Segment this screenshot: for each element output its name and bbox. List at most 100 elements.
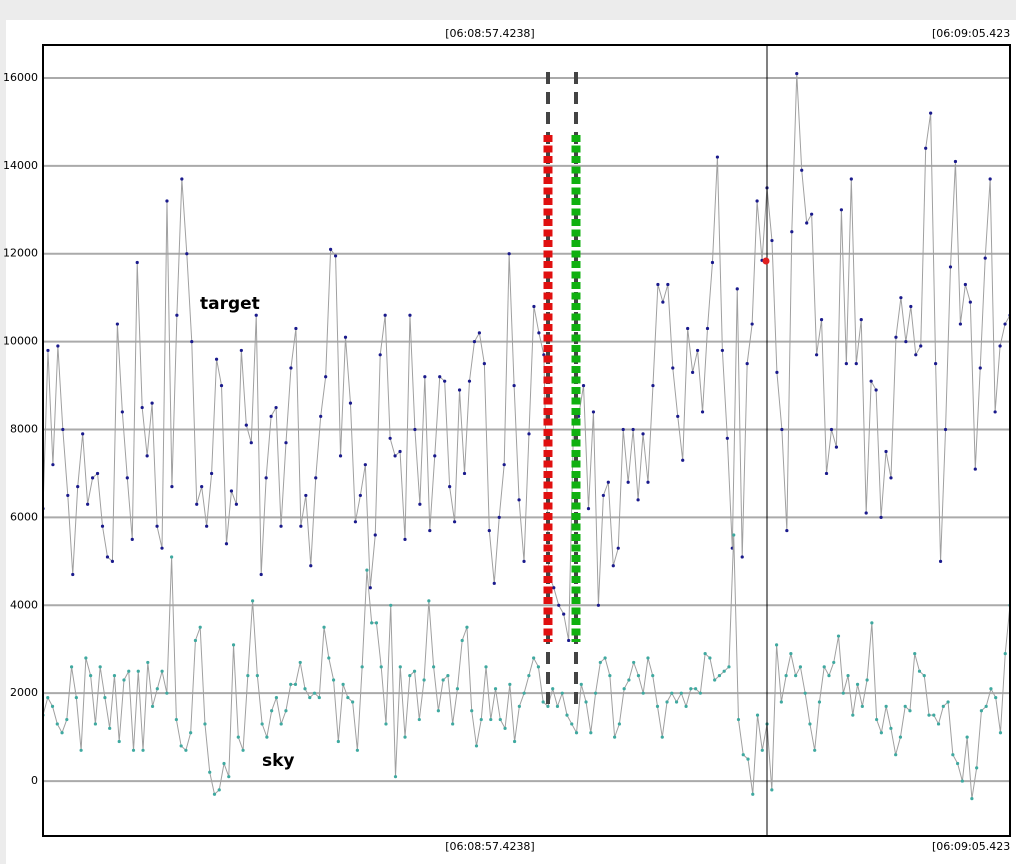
data-point (384, 722, 388, 726)
cursor-point (762, 257, 770, 265)
data-point (60, 731, 64, 735)
data-point (968, 300, 972, 304)
data-point (903, 704, 907, 708)
data-point (879, 731, 883, 735)
data-point (189, 731, 193, 735)
series-line (43, 534, 1010, 799)
data-point (770, 788, 774, 792)
data-point (517, 704, 521, 708)
data-point (432, 665, 436, 669)
data-point (596, 603, 601, 607)
data-point (998, 344, 1002, 348)
data-point (889, 476, 893, 480)
data-point (651, 674, 655, 678)
data-point (1003, 652, 1007, 656)
data-point (965, 735, 969, 739)
data-point (695, 348, 700, 353)
data-point (936, 722, 941, 726)
data-point (477, 331, 481, 335)
data-point (819, 318, 824, 322)
data-point (56, 344, 60, 348)
data-point (51, 463, 55, 467)
data-point (274, 405, 278, 410)
plot-frame (42, 44, 1011, 837)
data-point (100, 524, 105, 528)
data-point (960, 779, 964, 783)
data-point (502, 463, 506, 467)
data-point (789, 652, 793, 656)
data-point (849, 177, 853, 181)
data-point (1003, 322, 1007, 326)
data-point (929, 111, 933, 115)
data-point (919, 344, 923, 348)
data-point (246, 674, 250, 678)
data-point (423, 375, 427, 379)
y-tick-label: 8000 (10, 423, 38, 436)
data-point (785, 528, 789, 533)
data-point (219, 383, 224, 388)
data-point (418, 502, 422, 506)
data-point (808, 722, 812, 726)
data-point (651, 383, 655, 388)
data-point (770, 238, 774, 243)
data-point (655, 704, 660, 708)
data-point (84, 656, 88, 660)
data-point (264, 476, 268, 480)
data-point (433, 454, 437, 458)
data-point (917, 669, 922, 673)
data-point (606, 480, 610, 484)
data-point (565, 713, 569, 717)
data-point (579, 682, 583, 686)
data-point (865, 678, 869, 682)
data-point (441, 678, 445, 682)
data-point (746, 757, 750, 761)
data-point (798, 665, 803, 669)
data-point (779, 700, 783, 704)
data-point (227, 775, 231, 779)
data-point (581, 383, 586, 388)
data-point (284, 441, 288, 445)
data-point (841, 691, 845, 695)
data-point (665, 700, 669, 704)
data-point (479, 717, 483, 722)
data-point (946, 700, 950, 704)
data-point (829, 427, 834, 432)
data-point (557, 603, 561, 607)
data-point (934, 361, 938, 366)
data-point (217, 788, 221, 792)
data-point (617, 722, 621, 726)
series-annotation: target (200, 294, 260, 314)
data-point (482, 361, 486, 366)
data-point (86, 502, 90, 506)
data-point (112, 674, 117, 678)
data-point (932, 713, 936, 717)
data-point (333, 254, 338, 258)
data-point (656, 282, 660, 287)
data-point (443, 379, 447, 383)
data-point (341, 682, 345, 686)
data-point (703, 652, 707, 656)
data-point (408, 674, 412, 678)
data-point (898, 735, 903, 739)
data-point (487, 528, 491, 533)
data-point (374, 621, 379, 625)
data-point (834, 445, 839, 449)
data-point (586, 507, 591, 511)
data-point (851, 713, 855, 717)
data-point (983, 256, 987, 260)
data-point (308, 695, 312, 700)
data-point (136, 669, 140, 673)
data-point (790, 230, 794, 234)
data-point (800, 168, 804, 172)
data-point (236, 735, 240, 739)
data-point (998, 731, 1003, 735)
data-point (365, 568, 369, 572)
data-point (244, 423, 248, 427)
data-point (122, 678, 126, 682)
data-point (125, 476, 129, 480)
data-point (467, 379, 472, 383)
y-tick-label: 6000 (10, 510, 38, 523)
data-point (874, 388, 878, 392)
y-tick-label: 14000 (3, 159, 38, 172)
data-point (108, 726, 112, 730)
